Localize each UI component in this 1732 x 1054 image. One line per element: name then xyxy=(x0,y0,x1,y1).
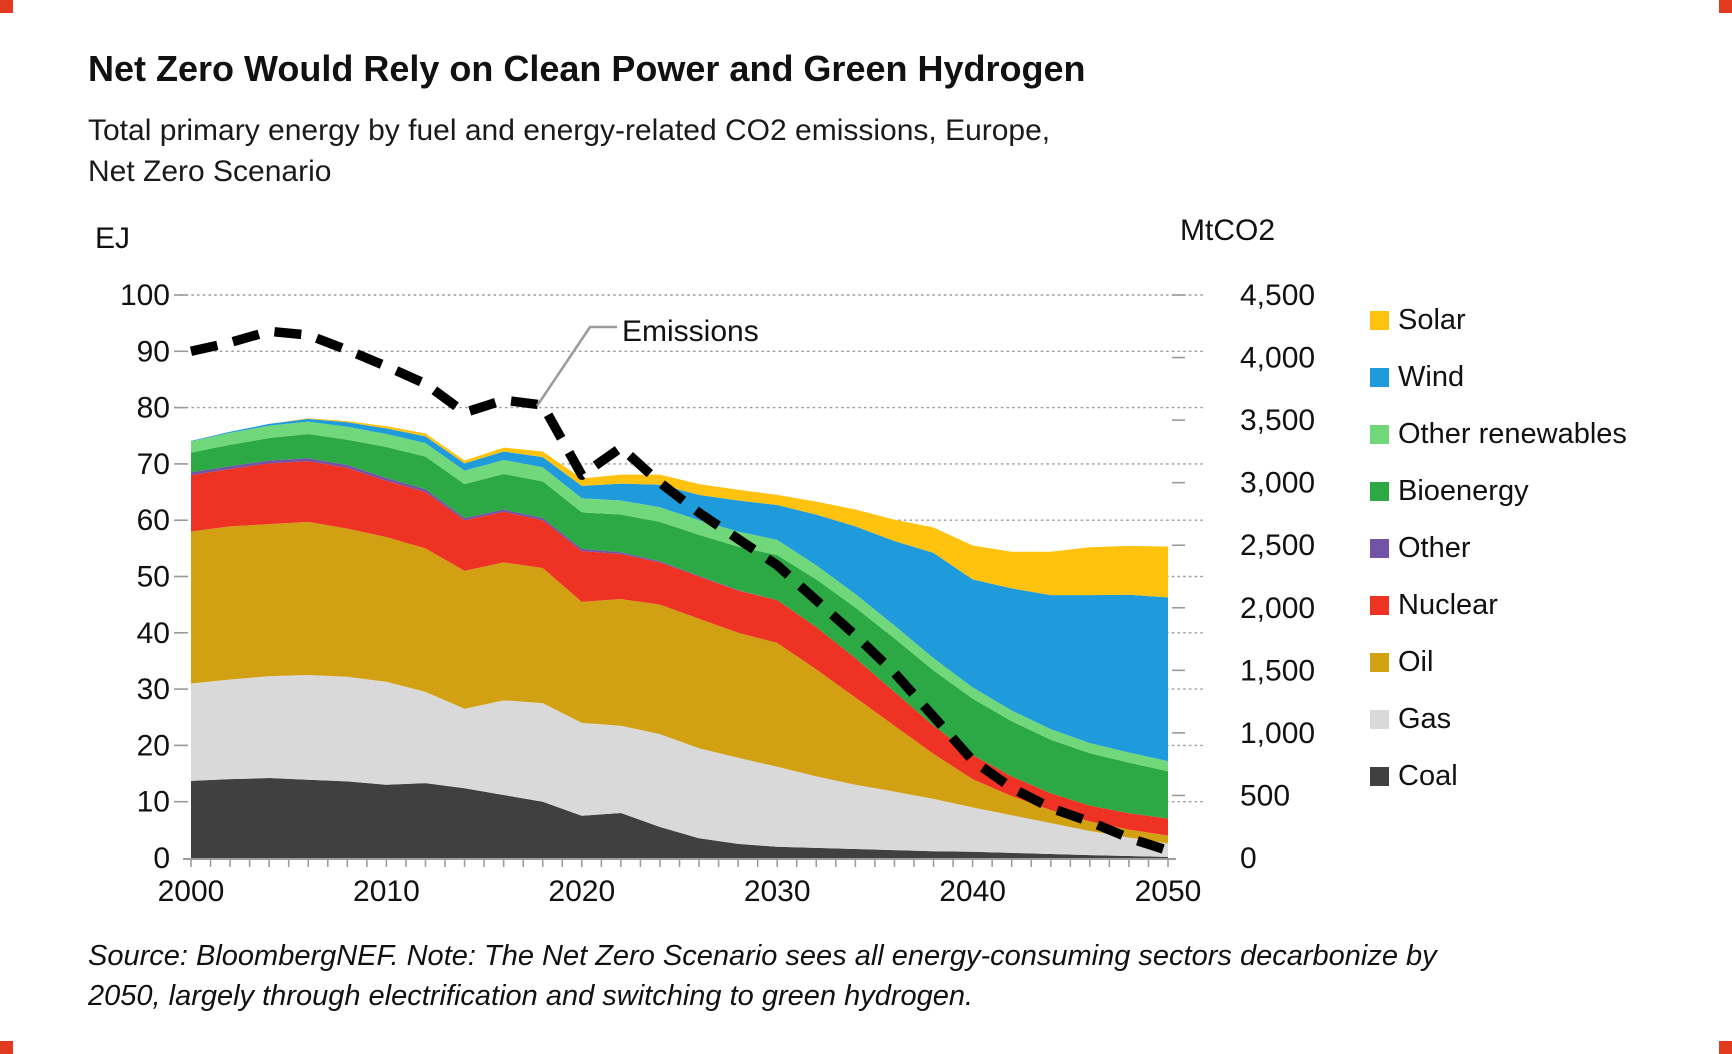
left-axis-tick-label: 80 xyxy=(137,392,170,425)
left-axis-unit-label: EJ xyxy=(95,222,130,255)
area-solar xyxy=(191,418,1168,598)
legend-item-gas: Gas xyxy=(1370,691,1627,748)
x-axis-tick-label: 2010 xyxy=(353,875,420,908)
area-oil xyxy=(191,521,1168,844)
bioenergy-swatch-icon xyxy=(1370,482,1389,501)
corner-marker-top-left xyxy=(0,0,13,13)
corner-marker-bottom-right xyxy=(1719,1041,1732,1054)
other-swatch-icon xyxy=(1370,539,1389,558)
right-axis-tick-label: 4,500 xyxy=(1240,279,1315,312)
legend-item-solar: Solar xyxy=(1370,292,1627,349)
right-axis-tick-label: 2,000 xyxy=(1240,592,1315,625)
emissions-line xyxy=(189,326,1170,856)
legend-item-oil: Oil xyxy=(1370,634,1627,691)
area-gas xyxy=(191,675,1168,857)
right-axis-tick-label: 1,000 xyxy=(1240,717,1315,750)
legend-label: Other xyxy=(1398,532,1471,564)
chart-title: Net Zero Would Rely on Clean Power and G… xyxy=(88,48,1086,89)
left-axis-tick-label: 60 xyxy=(137,504,170,537)
legend-label: Solar xyxy=(1398,304,1466,336)
legend-label: Oil xyxy=(1398,646,1434,678)
legend-label: Wind xyxy=(1398,361,1465,393)
gas-swatch-icon xyxy=(1370,710,1389,729)
legend-item-coal: Coal xyxy=(1370,748,1627,805)
chart-subtitle: Total primary energy by fuel and energy-… xyxy=(88,110,1338,192)
right-axis-tick-label: 2,500 xyxy=(1240,529,1315,562)
chart-subtitle-line-1: Total primary energy by fuel and energy-… xyxy=(88,114,1051,147)
right-axis-tick-label: 4,000 xyxy=(1240,342,1315,375)
coal-swatch-icon xyxy=(1370,767,1389,786)
right-axis-unit-label: MtCO2 xyxy=(1180,214,1275,247)
legend-item-nuclear: Nuclear xyxy=(1370,577,1627,634)
left-axis-tick-label: 30 xyxy=(137,673,170,706)
left-axis-tick-label: 50 xyxy=(137,561,170,594)
area-coal xyxy=(191,778,1168,858)
x-axis-tick-label: 2020 xyxy=(548,875,615,908)
legend-item-other: Other xyxy=(1370,520,1627,577)
right-axis-tick-label: 3,000 xyxy=(1240,467,1315,500)
left-axis-tick-label: 100 xyxy=(120,279,170,312)
emissions-annotation-label: Emissions xyxy=(622,315,759,348)
area-other-renewables xyxy=(191,421,1168,772)
right-axis-tick-label: 3,500 xyxy=(1240,404,1315,437)
chart-subtitle-line-2: Net Zero Scenario xyxy=(88,155,332,188)
area-wind xyxy=(191,418,1168,762)
left-axis-tick-label: 90 xyxy=(137,335,170,368)
x-axis-tick-label: 2000 xyxy=(158,875,225,908)
left-axis-tick-label: 0 xyxy=(153,842,170,875)
legend-label: Nuclear xyxy=(1398,589,1498,621)
area-nuclear xyxy=(191,461,1168,836)
legend-label: Bioenergy xyxy=(1398,475,1529,507)
oil-swatch-icon xyxy=(1370,653,1389,672)
left-axis-tick-label: 10 xyxy=(137,786,170,819)
legend-label: Other renewables xyxy=(1398,418,1627,450)
source-note-line-1: Source: BloombergNEF. Note: The Net Zero… xyxy=(88,940,1437,972)
corner-marker-top-right xyxy=(1719,0,1732,13)
chart-legend: Solar Wind Other renewables Bioenergy Ot… xyxy=(1370,292,1627,805)
legend-label: Coal xyxy=(1398,760,1458,792)
left-axis-tick-label: 20 xyxy=(137,729,170,762)
legend-item-wind: Wind xyxy=(1370,349,1627,406)
right-axis-tick-label: 1,500 xyxy=(1240,654,1315,687)
solar-swatch-icon xyxy=(1370,311,1389,330)
right-axis-tick-label: 0 xyxy=(1240,842,1257,875)
source-note-line-2: 2050, largely through electrification an… xyxy=(88,980,974,1012)
x-axis-tick-label: 2030 xyxy=(744,875,811,908)
emissions-leader-line xyxy=(535,325,617,407)
area-bioenergy xyxy=(191,434,1168,819)
wind-swatch-icon xyxy=(1370,368,1389,387)
left-axis-tick-label: 40 xyxy=(137,617,170,650)
legend-item-bioenergy: Bioenergy xyxy=(1370,463,1627,520)
other-renewables-swatch-icon xyxy=(1370,425,1389,444)
legend-label: Gas xyxy=(1398,703,1452,735)
legend-item-other-renewables: Other renewables xyxy=(1370,406,1627,463)
source-note: Source: BloombergNEF. Note: The Net Zero… xyxy=(88,936,1688,1016)
x-axis-tick-label: 2050 xyxy=(1135,875,1202,908)
nuclear-swatch-icon xyxy=(1370,596,1389,615)
corner-marker-bottom-left xyxy=(0,1041,13,1054)
right-axis-tick-label: 500 xyxy=(1240,779,1290,812)
x-axis-tick-label: 2040 xyxy=(939,875,1006,908)
left-axis-tick-label: 70 xyxy=(137,448,170,481)
